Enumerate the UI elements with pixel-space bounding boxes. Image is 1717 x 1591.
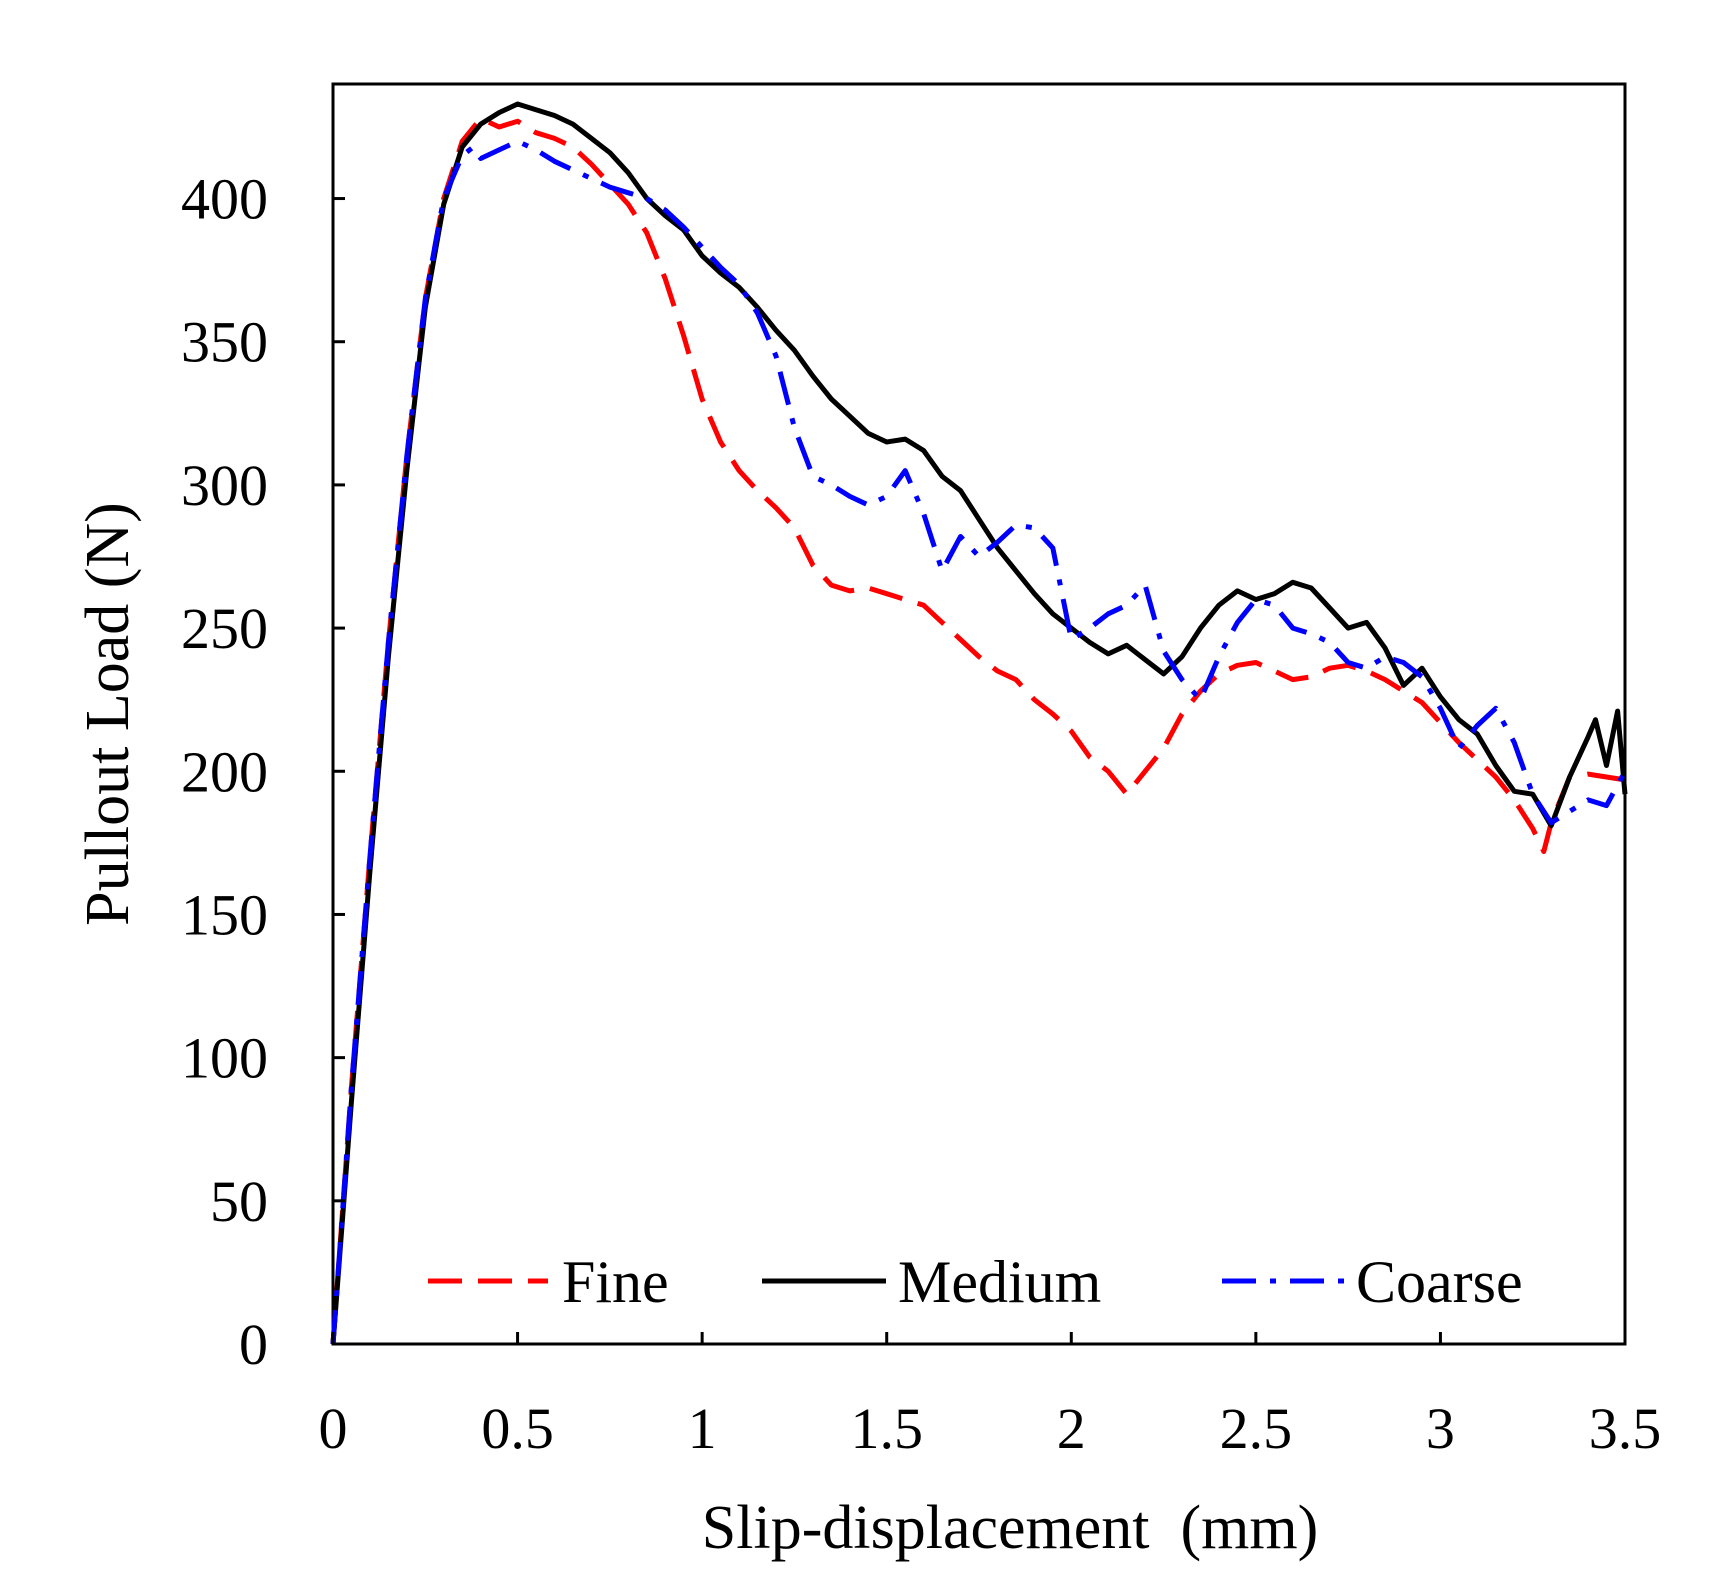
x-axis: 0 0.5 1 1.5 2 2.5 3 3.5	[319, 1332, 1662, 1461]
y-tick-label: 150	[181, 882, 268, 947]
plot-frame	[331, 82, 1627, 1346]
series-layer	[330, 101, 1628, 1345]
x-tick-label: 2.5	[1220, 1396, 1293, 1461]
x-tick-label: 1	[688, 1396, 717, 1461]
series-line-medium	[330, 101, 1628, 1345]
legend-label-medium: Medium	[898, 1249, 1101, 1315]
x-tick-label: 0.5	[481, 1396, 554, 1461]
y-axis: 0 50 100 150 200 250 300 350 400	[181, 167, 345, 1377]
y-tick-label: 400	[181, 167, 268, 232]
x-tick-label: 1.5	[850, 1396, 923, 1461]
x-tick-label: 2	[1057, 1396, 1086, 1461]
y-tick-label: 250	[181, 596, 268, 661]
series-line-fine	[330, 115, 1626, 1345]
y-tick-label: 200	[181, 739, 268, 804]
legend-label-fine: Fine	[562, 1249, 669, 1315]
y-tick-label: 100	[181, 1026, 268, 1091]
legend: Fine Medium Coarse	[428, 1249, 1523, 1315]
x-tick-label: 3	[1426, 1396, 1455, 1461]
y-tick-label: 350	[181, 310, 268, 375]
y-tick-label: 300	[181, 453, 268, 518]
y-tick-label: 0	[239, 1312, 268, 1377]
x-tick-label: 0	[319, 1396, 348, 1461]
y-tick-label: 50	[210, 1169, 268, 1234]
y-axis-title: Pullout Load (N)	[74, 502, 142, 926]
series-line-coarse	[330, 138, 1628, 1345]
x-tick-label: 3.5	[1589, 1396, 1662, 1461]
legend-label-coarse: Coarse	[1356, 1249, 1523, 1315]
x-axis-title: Slip-displacement (mm)	[702, 1494, 1318, 1562]
